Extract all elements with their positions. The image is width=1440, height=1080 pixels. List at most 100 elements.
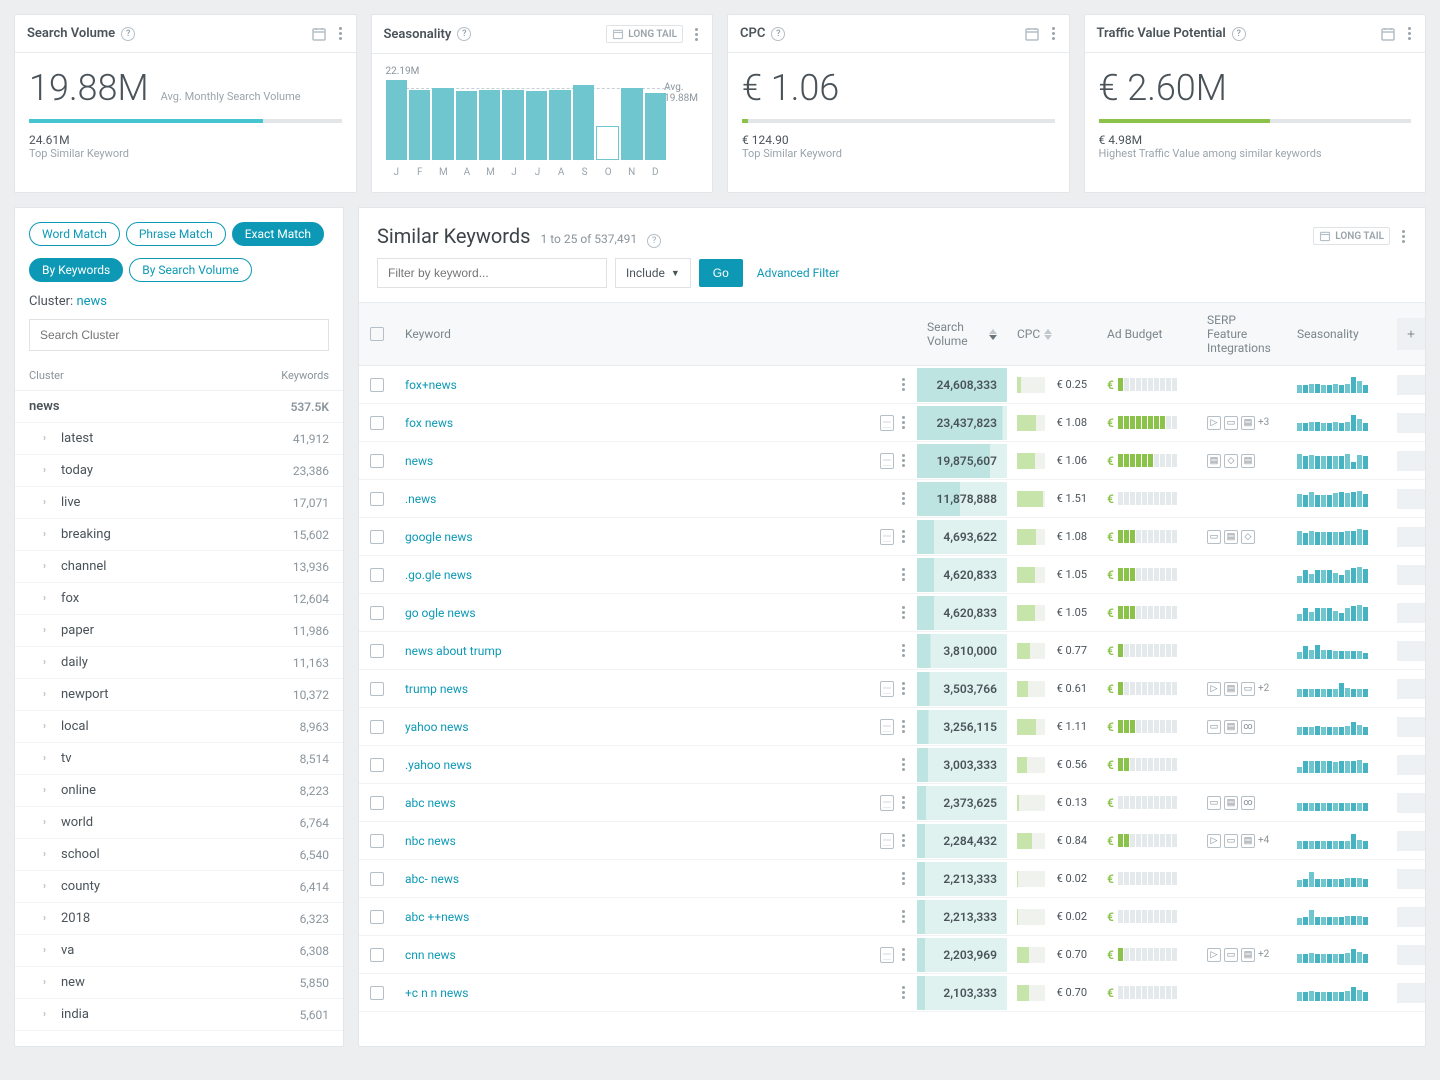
cluster-list[interactable]: news537.5K›latest41,912›today23,386›live… [15,391,343,1046]
cluster-row[interactable]: ›today23,386 [15,455,343,487]
serp-card-icon[interactable]: ▭ [1224,948,1238,962]
help-icon[interactable]: ? [647,234,661,248]
serp-doc-icon[interactable]: ▤ [1241,834,1255,848]
serp-doc-icon[interactable]: ▤ [1224,796,1238,810]
cluster-row[interactable]: ›newport10,372 [15,679,343,711]
clipboard-icon[interactable] [880,453,894,469]
kebab-icon[interactable] [900,870,907,887]
row-checkbox[interactable] [370,378,384,392]
cluster-row[interactable]: ›20186,323 [15,903,343,935]
kebab-icon[interactable] [900,756,907,773]
help-icon[interactable]: ? [457,27,471,41]
kebab-icon[interactable] [900,376,907,393]
advanced-filter-link[interactable]: Advanced Filter [757,266,840,280]
keyword-link[interactable]: .go.gle news [405,568,472,582]
kebab-icon[interactable] [900,566,907,583]
clipboard-icon[interactable] [880,415,894,431]
keyword-link[interactable]: cnn news [405,948,456,962]
kebab-icon[interactable] [900,984,907,1001]
cluster-link[interactable]: news [76,294,107,309]
col-budget[interactable]: Ad Budget [1097,317,1197,351]
row-checkbox[interactable] [370,644,384,658]
row-checkbox[interactable] [370,948,384,962]
keyword-link[interactable]: abc news [405,796,456,810]
cluster-row[interactable]: ›tv8,514 [15,743,343,775]
serp-doc-icon[interactable]: ▤ [1241,948,1255,962]
pill-exact-match[interactable]: Exact Match [232,222,324,246]
serp-chat-icon[interactable]: ◇ [1241,530,1255,544]
row-checkbox[interactable] [370,834,384,848]
keyword-link[interactable]: news about trump [405,644,502,658]
row-checkbox[interactable] [370,986,384,1000]
row-checkbox[interactable] [370,758,384,772]
kebab-icon[interactable] [900,946,907,963]
row-checkbox[interactable] [370,720,384,734]
help-icon[interactable]: ? [771,27,785,41]
keyword-link[interactable]: fox news [405,416,453,430]
serp-link-icon[interactable]: ∞ [1241,796,1255,810]
clipboard-icon[interactable] [880,795,894,811]
kebab-icon[interactable] [900,680,907,697]
kebab-icon[interactable] [1400,228,1407,245]
kebab-icon[interactable] [1050,25,1057,42]
add-column-button[interactable] [1397,318,1425,350]
select-all-checkbox[interactable] [370,327,384,341]
col-keyword[interactable]: Keyword [395,317,867,351]
row-checkbox[interactable] [370,682,384,696]
kebab-icon[interactable] [693,26,700,43]
serp-play-icon[interactable]: ▷ [1207,682,1221,696]
serp-card-icon[interactable]: ▭ [1241,682,1255,696]
pill-word-match[interactable]: Word Match [29,222,120,246]
search-cluster-input[interactable] [29,319,329,351]
serp-doc-icon[interactable]: ▤ [1241,454,1255,468]
kebab-icon[interactable] [900,604,907,621]
row-checkbox[interactable] [370,454,384,468]
keyword-link[interactable]: abc ++news [405,910,469,924]
cluster-row[interactable]: ›local8,963 [15,711,343,743]
keyword-link[interactable]: .yahoo news [405,758,472,772]
serp-card-icon[interactable]: ▭ [1207,530,1221,544]
keyword-link[interactable]: abc- news [405,872,459,886]
row-checkbox[interactable] [370,872,384,886]
col-serp[interactable]: SERP Feature Integrations [1197,303,1287,365]
serp-play-icon[interactable]: ▷ [1207,416,1221,430]
clipboard-icon[interactable] [880,947,894,963]
col-cpc[interactable]: CPC [1007,317,1097,351]
kebab-icon[interactable] [900,794,907,811]
include-select[interactable]: Include ▼ [615,258,691,288]
cluster-row[interactable]: ›world6,764 [15,807,343,839]
pill-by-keywords[interactable]: By Keywords [29,258,123,282]
cluster-row[interactable]: ›live17,071 [15,487,343,519]
keyword-link[interactable]: .news [405,492,436,506]
cluster-row[interactable]: ›online8,223 [15,775,343,807]
kebab-icon[interactable] [900,718,907,735]
long-tail-badge[interactable]: LONG TAIL [606,25,683,43]
row-checkbox[interactable] [370,796,384,810]
cluster-row[interactable]: ›latest41,912 [15,423,343,455]
serp-doc-icon[interactable]: ▤ [1207,454,1221,468]
row-checkbox[interactable] [370,530,384,544]
cluster-row[interactable]: ›county6,414 [15,871,343,903]
row-checkbox[interactable] [370,492,384,506]
help-icon[interactable]: ? [121,27,135,41]
serp-doc-icon[interactable]: ▤ [1241,416,1255,430]
keyword-link[interactable]: nbc news [405,834,456,848]
kebab-icon[interactable] [900,908,907,925]
kebab-icon[interactable] [900,490,907,507]
keyword-link[interactable]: news [405,454,433,468]
keyword-link[interactable]: fox+news [405,378,457,392]
cluster-row[interactable]: ›fox12,604 [15,583,343,615]
row-checkbox[interactable] [370,568,384,582]
kebab-icon[interactable] [337,25,344,42]
serp-doc-icon[interactable]: ▤ [1224,682,1238,696]
help-icon[interactable]: ? [1232,27,1246,41]
serp-card-icon[interactable]: ▭ [1207,796,1221,810]
filter-input[interactable] [377,258,607,288]
col-season[interactable]: Seasonality [1287,317,1397,351]
serp-card-icon[interactable]: ▭ [1224,834,1238,848]
cluster-row[interactable]: news537.5K [15,391,343,423]
pill-phrase-match[interactable]: Phrase Match [126,222,226,246]
cluster-row[interactable]: ›india5,601 [15,999,343,1031]
kebab-icon[interactable] [900,642,907,659]
clipboard-icon[interactable] [880,529,894,545]
